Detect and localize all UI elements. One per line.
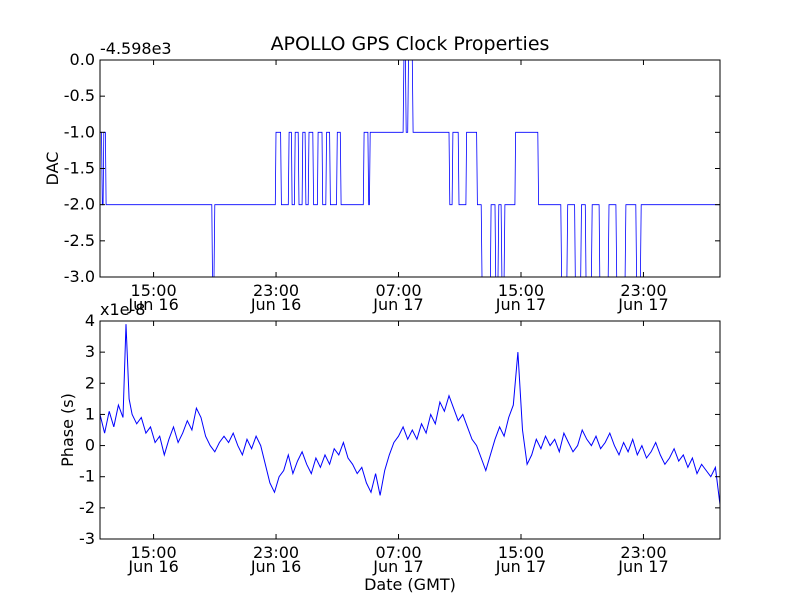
y-tick-label: -1 [79, 467, 95, 486]
x-tick-date-label: Jun 16 [250, 557, 301, 576]
y-tick-label: 0 [85, 436, 95, 455]
x-tick-time-label: 23:00 [253, 281, 299, 300]
x-tick-date-label: Jun 16 [250, 295, 301, 314]
y-tick-label: -3 [79, 529, 95, 548]
x-tick-date-label: Jun 17 [617, 557, 668, 576]
y-tick-label: 0.0 [70, 50, 95, 69]
x-tick-time-label: 23:00 [620, 543, 666, 562]
x-tick-date-label: Jun 17 [617, 295, 668, 314]
x-tick-date-label: Jun 16 [127, 557, 178, 576]
figure-title: APOLLO GPS Clock Properties [271, 33, 550, 55]
x-tick-date-label: Jun 17 [372, 295, 423, 314]
y-tick-label: -0.5 [64, 86, 95, 105]
x-tick-time-label: 15:00 [131, 543, 177, 562]
x-tick-time-label: 15:00 [498, 281, 544, 300]
y-tick-label: 1 [85, 404, 95, 423]
x-tick-date-label: Jun 17 [495, 295, 546, 314]
x-axis-label: Date (GMT) [364, 575, 456, 594]
y-axis-label: DAC [43, 152, 62, 186]
series-line-phase [100, 324, 720, 505]
y-offset-text: -4.598e3 [100, 39, 172, 58]
x-tick-time-label: 07:00 [375, 281, 421, 300]
y-tick-label: 4 [85, 311, 95, 330]
y-axis-label: Phase (s) [58, 393, 77, 467]
y-tick-label: -1.0 [64, 122, 95, 141]
plot-frame [99, 320, 721, 540]
x-tick-time-label: 15:00 [131, 281, 177, 300]
x-tick-time-label: 23:00 [253, 543, 299, 562]
series-line-dac [100, 60, 720, 277]
y-tick-label: 2 [85, 373, 95, 392]
y-tick-label: -1.5 [64, 159, 95, 178]
y-tick-label: -3.0 [64, 267, 95, 286]
x-tick-time-label: 15:00 [498, 543, 544, 562]
y-tick-label: -2 [79, 498, 95, 517]
y-tick-label: -2.5 [64, 231, 95, 250]
y-tick-label: 3 [85, 342, 95, 361]
y-tick-label: -2.0 [64, 195, 95, 214]
x-tick-date-label: Jun 17 [495, 557, 546, 576]
y-offset-text: x1e-8 [100, 300, 145, 319]
x-tick-date-label: Jun 16 [127, 295, 178, 314]
x-tick-date-label: Jun 17 [372, 557, 423, 576]
x-tick-time-label: 23:00 [620, 281, 666, 300]
x-tick-time-label: 07:00 [375, 543, 421, 562]
